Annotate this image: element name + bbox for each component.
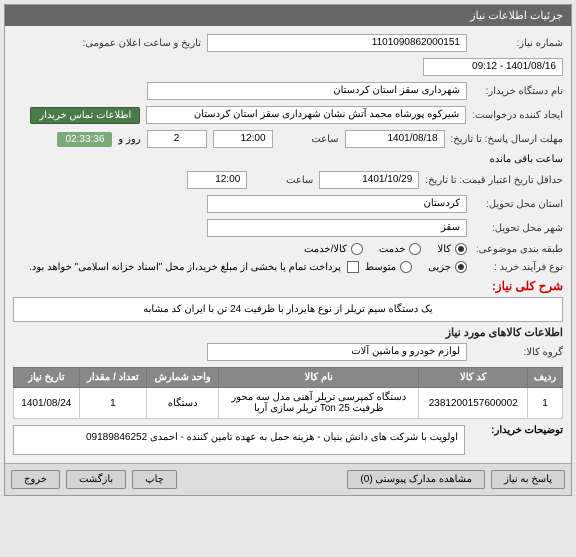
- button-bar: پاسخ به نیاز مشاهده مدارک پیوستی (0) چاپ…: [5, 463, 571, 495]
- radio-low[interactable]: جزیی: [428, 261, 467, 273]
- cell-unit: دستگاه: [147, 388, 219, 419]
- radio-mid-label: متوسط: [365, 262, 396, 273]
- panel-title: جزئیات اطلاعات نیاز: [5, 5, 571, 26]
- row-deadline: مهلت ارسال پاسخ: تا تاریخ: 1401/08/18 سا…: [13, 130, 563, 165]
- reply-button[interactable]: پاسخ به نیاز: [491, 470, 565, 489]
- requester-label: ایجاد کننده درخواست:: [472, 110, 563, 121]
- row-group: گروه کالا: لوازم خودرو و ماشین آلات: [13, 343, 563, 361]
- cell-date: 1401/08/24: [14, 388, 80, 419]
- radio-low-label: جزیی: [428, 262, 451, 273]
- radio-goods-label: کالا: [437, 244, 451, 255]
- items-title: اطلاعات کالاهای مورد نیاز: [13, 326, 563, 339]
- pay-note: پرداخت تمام یا بخشی از مبلغ خرید،از محل …: [29, 262, 341, 273]
- radio-both[interactable]: کالا/خدمت: [304, 243, 363, 255]
- contact-button[interactable]: اطلاعات تماس خریدار: [30, 107, 140, 124]
- back-button[interactable]: بازگشت: [66, 470, 126, 489]
- pay-checkbox[interactable]: [347, 261, 359, 273]
- radio-service[interactable]: خدمت: [379, 243, 422, 255]
- exit-button[interactable]: خروج: [11, 470, 60, 489]
- desc-title: شرح کلی نیاز:: [13, 279, 563, 293]
- row-need-no: شماره نیاز: 1101090862000151 تاریخ و ساع…: [13, 34, 563, 76]
- row-city: شهر محل تحویل: سقز: [13, 219, 563, 237]
- deadline-label: مهلت ارسال پاسخ: تا تاریخ:: [451, 134, 563, 145]
- radio-dot-icon: [409, 243, 421, 255]
- note-text: اولویت با شرکت های دانش بنیان - هزینه حم…: [13, 425, 465, 455]
- cell-qty: 1: [79, 388, 146, 419]
- radio-dot-icon: [351, 243, 363, 255]
- desc-text: یک دستگاه سیم تریلر از نوع هایردار با ظر…: [13, 297, 563, 322]
- category-radios: کالا خدمت کالا/خدمت: [304, 243, 467, 255]
- announce-value: 1401/08/16 - 09:12: [423, 58, 563, 76]
- col-code: کد کالا: [419, 368, 528, 388]
- buyer-value: شهرداری سقز استان کردستان: [147, 82, 467, 100]
- requester-value: شیرکوه پورشاه محمد آتش نشان شهرداری سقز …: [146, 106, 466, 124]
- radio-mid[interactable]: متوسط: [365, 261, 412, 273]
- deadline-date: 1401/08/18: [345, 130, 445, 148]
- province-value: کردستان: [207, 195, 467, 213]
- need-no-label: شماره نیاز:: [473, 38, 563, 49]
- row-buyer: نام دستگاه خریدار: شهرداری سقز استان کرد…: [13, 82, 563, 100]
- note-row: توضیحات خریدار: اولویت با شرکت های دانش …: [13, 425, 563, 455]
- need-no-value: 1101090862000151: [207, 34, 467, 52]
- radio-service-label: خدمت: [379, 244, 406, 255]
- note-label: توضیحات خریدار:: [473, 425, 563, 455]
- col-unit: واحد شمارش: [147, 368, 219, 388]
- row-process: نوع فرآیند خرید : جزیی متوسط پرداخت تمام…: [13, 261, 563, 273]
- cell-name: دستگاه کمپرسی تریلر آهنی مدل سه محور ظرف…: [219, 388, 419, 419]
- city-value: سقز: [207, 219, 467, 237]
- time-label-1: ساعت: [279, 134, 339, 145]
- province-label: استان محل تحویل:: [473, 199, 563, 210]
- timer-value: 02:33:36: [57, 132, 112, 147]
- radio-dot-icon: [455, 243, 467, 255]
- remain-label: ساعت باقی مانده: [490, 154, 563, 165]
- panel-body: شماره نیاز: 1101090862000151 تاریخ و ساع…: [5, 26, 571, 463]
- attach-button[interactable]: مشاهده مدارک پیوستی (0): [347, 470, 485, 489]
- row-validity: حداقل تاریخ اعتبار قیمت: تا تاریخ: 1401/…: [13, 171, 563, 189]
- announce-label: تاریخ و ساعت اعلان عمومی:: [83, 38, 202, 49]
- category-label: طبقه بندی موضوعی:: [473, 244, 563, 255]
- validity-label: حداقل تاریخ اعتبار قیمت: تا تاریخ:: [425, 175, 563, 186]
- process-radios: جزیی متوسط: [365, 261, 467, 273]
- cell-row: 1: [528, 388, 563, 419]
- row-category: طبقه بندی موضوعی: کالا خدمت کالا/خدمت: [13, 243, 563, 255]
- validity-date: 1401/10/29: [319, 171, 419, 189]
- group-label: گروه کالا:: [473, 347, 563, 358]
- radio-dot-icon: [400, 261, 412, 273]
- row-province: استان محل تحویل: کردستان: [13, 195, 563, 213]
- time-label-2: ساعت: [253, 175, 313, 186]
- col-row: ردیف: [528, 368, 563, 388]
- cell-code: 2381200157600002: [419, 388, 528, 419]
- col-date: تاریخ نیاز: [14, 368, 80, 388]
- table-header-row: ردیف کد کالا نام کالا واحد شمارش تعداد /…: [14, 368, 563, 388]
- days-value: 2: [147, 130, 207, 148]
- row-requester: ایجاد کننده درخواست: شیرکوه پورشاه محمد …: [13, 106, 563, 124]
- radio-goods[interactable]: کالا: [437, 243, 467, 255]
- group-value: لوازم خودرو و ماشین آلات: [207, 343, 467, 361]
- radio-both-label: کالا/خدمت: [304, 244, 347, 255]
- city-label: شهر محل تحویل:: [473, 223, 563, 234]
- day-label: روز و: [118, 134, 140, 145]
- buyer-label: نام دستگاه خریدار:: [473, 86, 563, 97]
- print-button[interactable]: چاپ: [132, 470, 177, 489]
- table-row: 1 2381200157600002 دستگاه کمپرسی تریلر آ…: [14, 388, 563, 419]
- radio-dot-icon: [455, 261, 467, 273]
- validity-time: 12:00: [187, 171, 247, 189]
- col-qty: تعداد / مقدار: [79, 368, 146, 388]
- process-label: نوع فرآیند خرید :: [473, 262, 563, 273]
- main-panel: جزئیات اطلاعات نیاز شماره نیاز: 11010908…: [4, 4, 572, 496]
- col-name: نام کالا: [219, 368, 419, 388]
- deadline-time: 12:00: [213, 130, 273, 148]
- items-table: ردیف کد کالا نام کالا واحد شمارش تعداد /…: [13, 367, 563, 419]
- spacer: [183, 470, 342, 489]
